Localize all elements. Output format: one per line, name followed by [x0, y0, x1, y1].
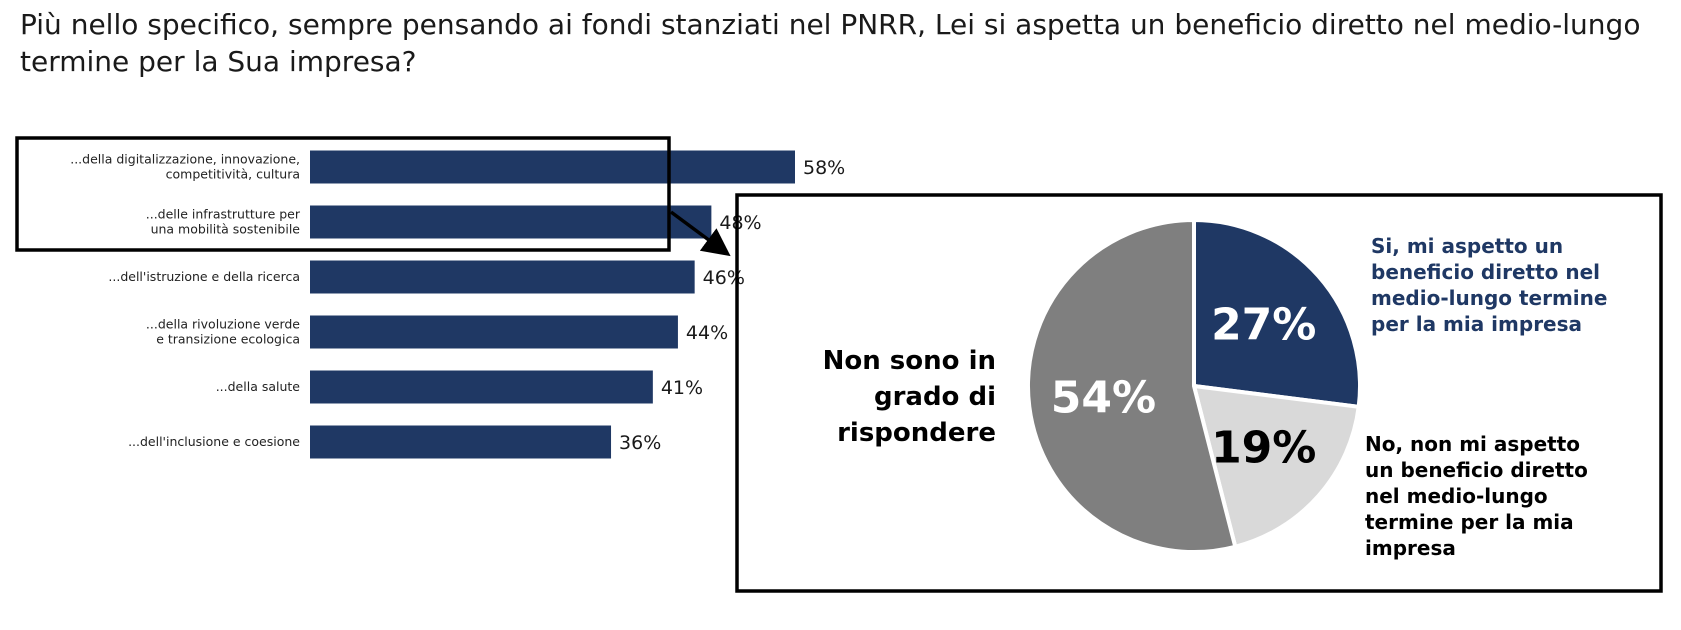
value-label: 36% — [619, 432, 661, 454]
value-label: 46% — [703, 267, 745, 289]
slice-value-label: 27% — [1211, 300, 1316, 351]
bar — [310, 315, 678, 349]
slice-category-label: Si, mi aspetto un beneficio diretto nel me… — [1371, 234, 1607, 336]
value-label: 48% — [719, 212, 761, 234]
category-label: ...dell'inclusione e coesione — [128, 434, 300, 449]
callout — [669, 193, 1663, 593]
slice-value-label: 54% — [1051, 372, 1156, 423]
category-label: ...delle infrastrutture per una mobilità … — [146, 207, 301, 237]
category-label: ...della digitalizzazione, innovazione, c… — [70, 152, 300, 182]
category-label: ...della salute — [216, 379, 301, 394]
bar — [310, 150, 795, 184]
category-label: ...della rivoluzione verde e transizione … — [146, 317, 300, 347]
value-label: 58% — [803, 157, 845, 179]
bar — [310, 260, 695, 294]
bar — [310, 370, 653, 404]
value-label: 44% — [686, 322, 728, 344]
highlight-box — [15, 136, 671, 252]
pie-slice — [1026, 217, 1238, 554]
pie-slice — [1191, 383, 1361, 550]
pie-chart: 27% 19% 54% Si, mi aspetto un beneficio dire… — [823, 217, 1607, 560]
callout-arrow — [669, 210, 731, 257]
pie-slice — [1192, 217, 1362, 410]
slice-category-label: No, non mi aspetto un beneficio diretto ne… — [1365, 432, 1588, 560]
bar — [310, 205, 712, 239]
bar-chart: ...della digitalizzazione, innovazione, c… — [15, 136, 845, 459]
page-title: Più nello specifico, sempre pensando ai … — [20, 8, 1641, 78]
bar — [310, 425, 612, 459]
value-label: 41% — [661, 377, 703, 399]
slice-category-label: Non sono in grado di rispondere — [823, 346, 996, 448]
category-label: ...dell'istruzione e della ricerca — [108, 269, 300, 284]
slice-value-label: 19% — [1211, 422, 1316, 473]
callout-frame — [735, 193, 1663, 593]
